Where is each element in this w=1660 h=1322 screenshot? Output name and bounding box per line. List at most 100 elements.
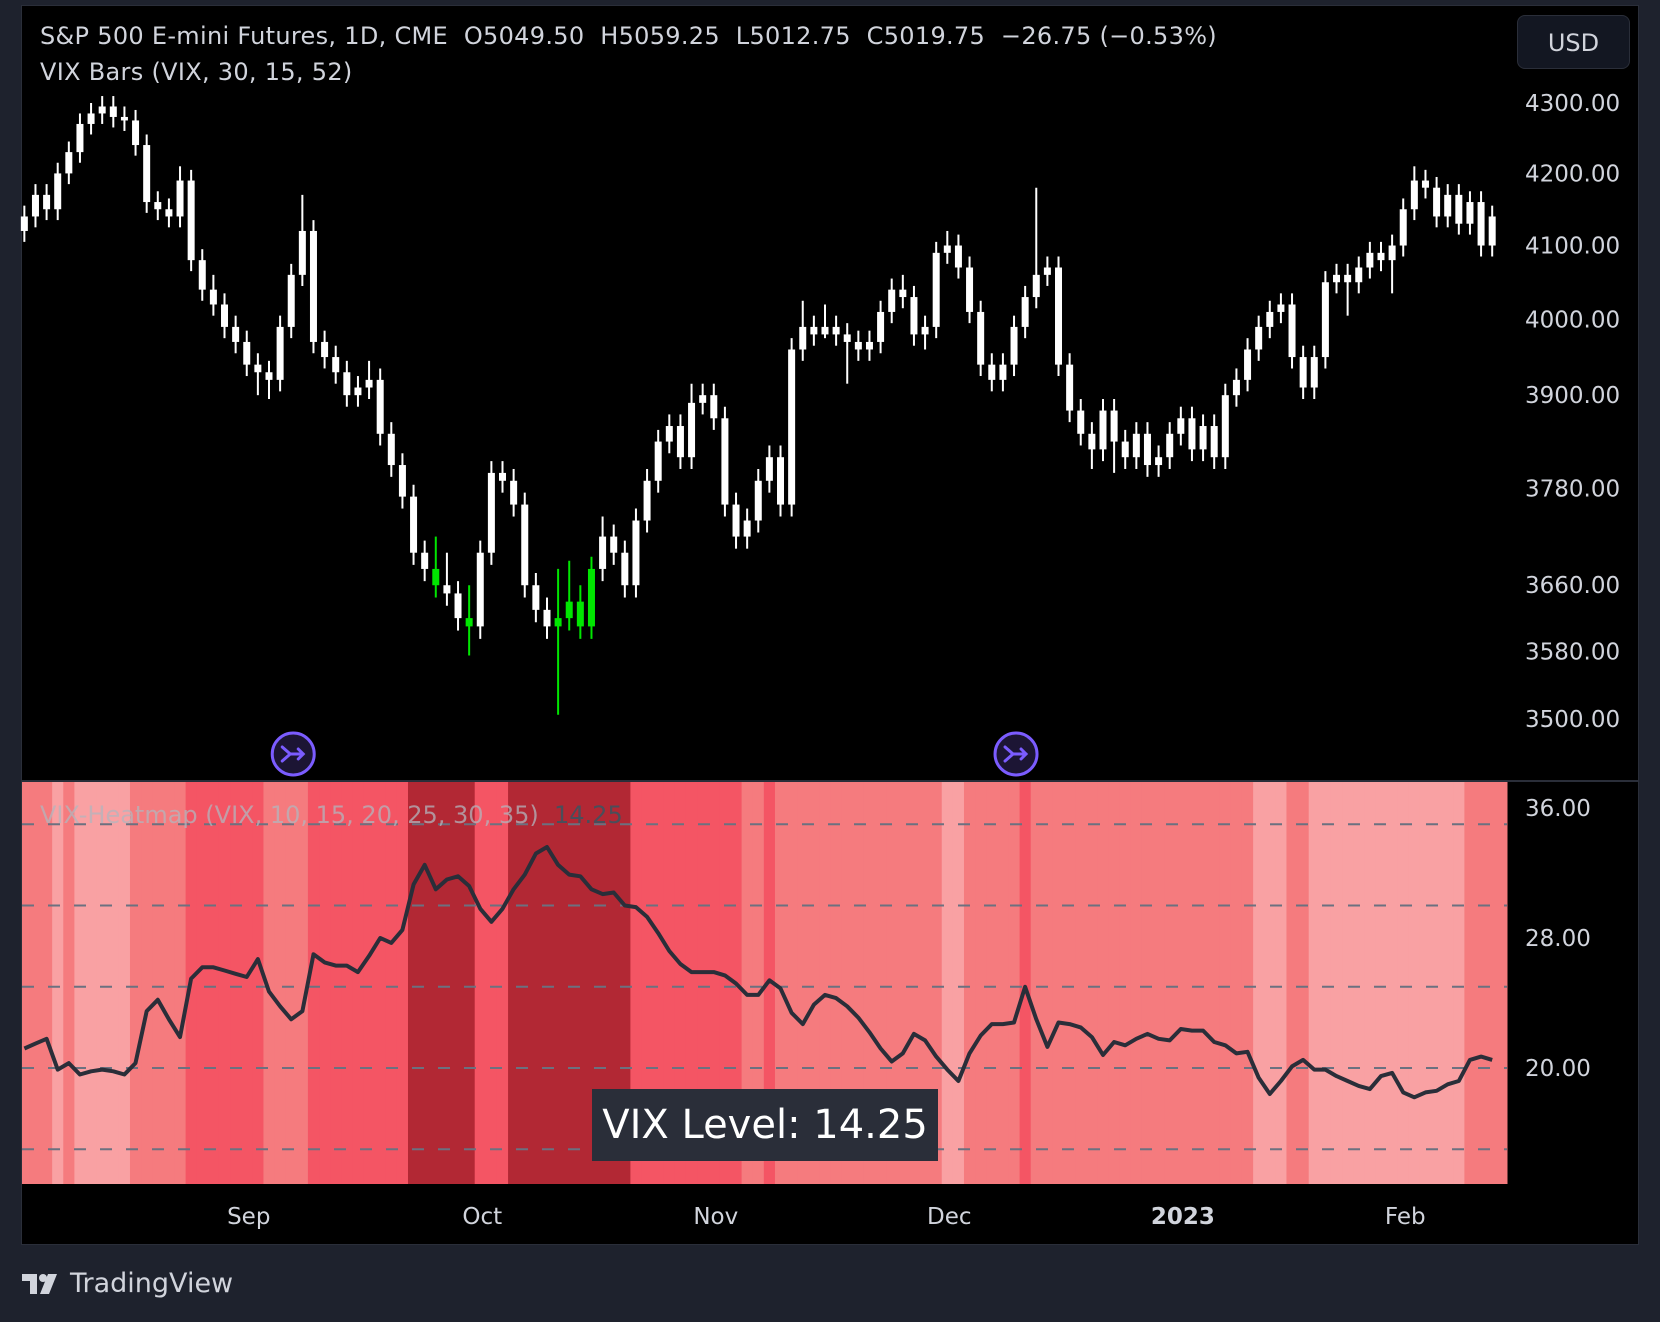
candle-body (354, 387, 362, 396)
heatmap-band (1119, 782, 1132, 1184)
candle (1288, 293, 1296, 369)
price-tick-label: 3780.00 (1525, 477, 1620, 503)
candle-body (1366, 252, 1374, 268)
heatmap-band (96, 782, 109, 1184)
arrow-merge-icon[interactable] (270, 731, 316, 777)
vix-tick-label: 28.00 (1525, 926, 1591, 952)
arrow-merge-icon[interactable] (993, 731, 1039, 777)
heatmap-band (163, 782, 175, 1184)
candle-body (165, 209, 173, 217)
candle (421, 540, 429, 582)
candle (287, 263, 295, 339)
candle (1477, 191, 1485, 257)
candle (921, 315, 929, 350)
candle (410, 484, 418, 565)
candle (1444, 184, 1452, 228)
candle (721, 406, 729, 517)
heatmap-band (1130, 782, 1143, 1184)
candle-body (387, 433, 395, 466)
candle-body (98, 106, 106, 114)
candle-body (654, 441, 662, 481)
candle (966, 256, 974, 324)
candle-body (977, 311, 985, 365)
heatmap-band (852, 782, 865, 1184)
candle (1433, 176, 1441, 228)
heatmap-band (1286, 782, 1299, 1184)
candle (576, 585, 584, 639)
heatmap-band (474, 782, 487, 1184)
candle-body (610, 536, 618, 553)
heatmap-band (741, 782, 754, 1184)
candle-body (54, 173, 62, 210)
heatmap-band (1408, 782, 1421, 1184)
candle (1355, 256, 1363, 294)
candle-body (187, 180, 195, 261)
candle (254, 353, 262, 396)
candle (1032, 187, 1040, 309)
heatmap-band (22, 782, 31, 1184)
candle-body (1210, 426, 1218, 458)
heatmap-band (1164, 782, 1176, 1184)
candle (221, 293, 229, 339)
candle-body (476, 552, 484, 627)
candle-body (143, 145, 151, 203)
candle (309, 220, 317, 354)
candle-body (1066, 364, 1074, 411)
heatmap-band (463, 782, 476, 1184)
heatmap-band (752, 782, 765, 1184)
heatmap-band (341, 782, 353, 1184)
candle-body (1255, 326, 1263, 350)
candle-body (209, 289, 217, 305)
candle (1344, 263, 1352, 316)
heatmap-band (1075, 782, 1087, 1184)
candle (1110, 399, 1118, 473)
candle-body (265, 372, 273, 380)
heatmap-band (963, 782, 976, 1184)
candle (65, 141, 73, 185)
candle-body (1288, 304, 1296, 358)
candle (654, 429, 662, 493)
heatmap-band (1442, 782, 1454, 1184)
candle (109, 96, 117, 128)
candle-body (865, 341, 873, 350)
time-axis[interactable]: Sep Oct Nov Dec 2023 Feb (227, 1204, 1426, 1230)
candle (454, 581, 462, 631)
candle-body (910, 297, 918, 335)
heatmap-band (496, 782, 509, 1184)
heatmap-band (1275, 782, 1287, 1184)
vix-heatmap-bands (22, 782, 1508, 1184)
heatmap-band (875, 782, 887, 1184)
candle-body (554, 618, 562, 627)
vix-axis[interactable]: 36.00 28.00 20.00 (1525, 796, 1591, 1082)
price-axis[interactable]: 4300.00 4200.00 4100.00 4000.00 3900.00 3780.… (1525, 91, 1620, 733)
candle-body (1355, 267, 1363, 283)
currency-button[interactable]: USD (1517, 15, 1630, 69)
tradingview-logo[interactable]: TradingView (22, 1268, 233, 1299)
candle (688, 383, 696, 469)
candle-body (443, 585, 451, 594)
heatmap-band (941, 782, 954, 1184)
heatmap-band (218, 782, 231, 1184)
price-tick-label: 3900.00 (1525, 383, 1620, 409)
heatmap-legend[interactable]: VIX-Heatmap (VIX, 10, 15, 20, 25, 30, 35… (40, 801, 623, 829)
candle-body (1110, 410, 1118, 442)
time-tick-label: 2023 (1151, 1204, 1215, 1230)
candle-body (421, 552, 429, 569)
candle (1199, 414, 1207, 462)
candle (1277, 293, 1285, 324)
candle (1333, 263, 1341, 294)
candle (265, 360, 273, 400)
heatmap-band (85, 782, 98, 1184)
candle-body (1021, 297, 1029, 327)
heatmap-band (952, 782, 965, 1184)
candle (1043, 256, 1051, 286)
heatmap-band (252, 782, 264, 1184)
heatmap-band (886, 782, 898, 1184)
candle (587, 556, 595, 639)
candle (743, 508, 751, 549)
candle (1366, 241, 1374, 279)
candle (54, 162, 62, 221)
candle (76, 113, 84, 163)
indicator-legend[interactable]: VIX Bars (VIX, 30, 15, 52) (40, 58, 353, 86)
